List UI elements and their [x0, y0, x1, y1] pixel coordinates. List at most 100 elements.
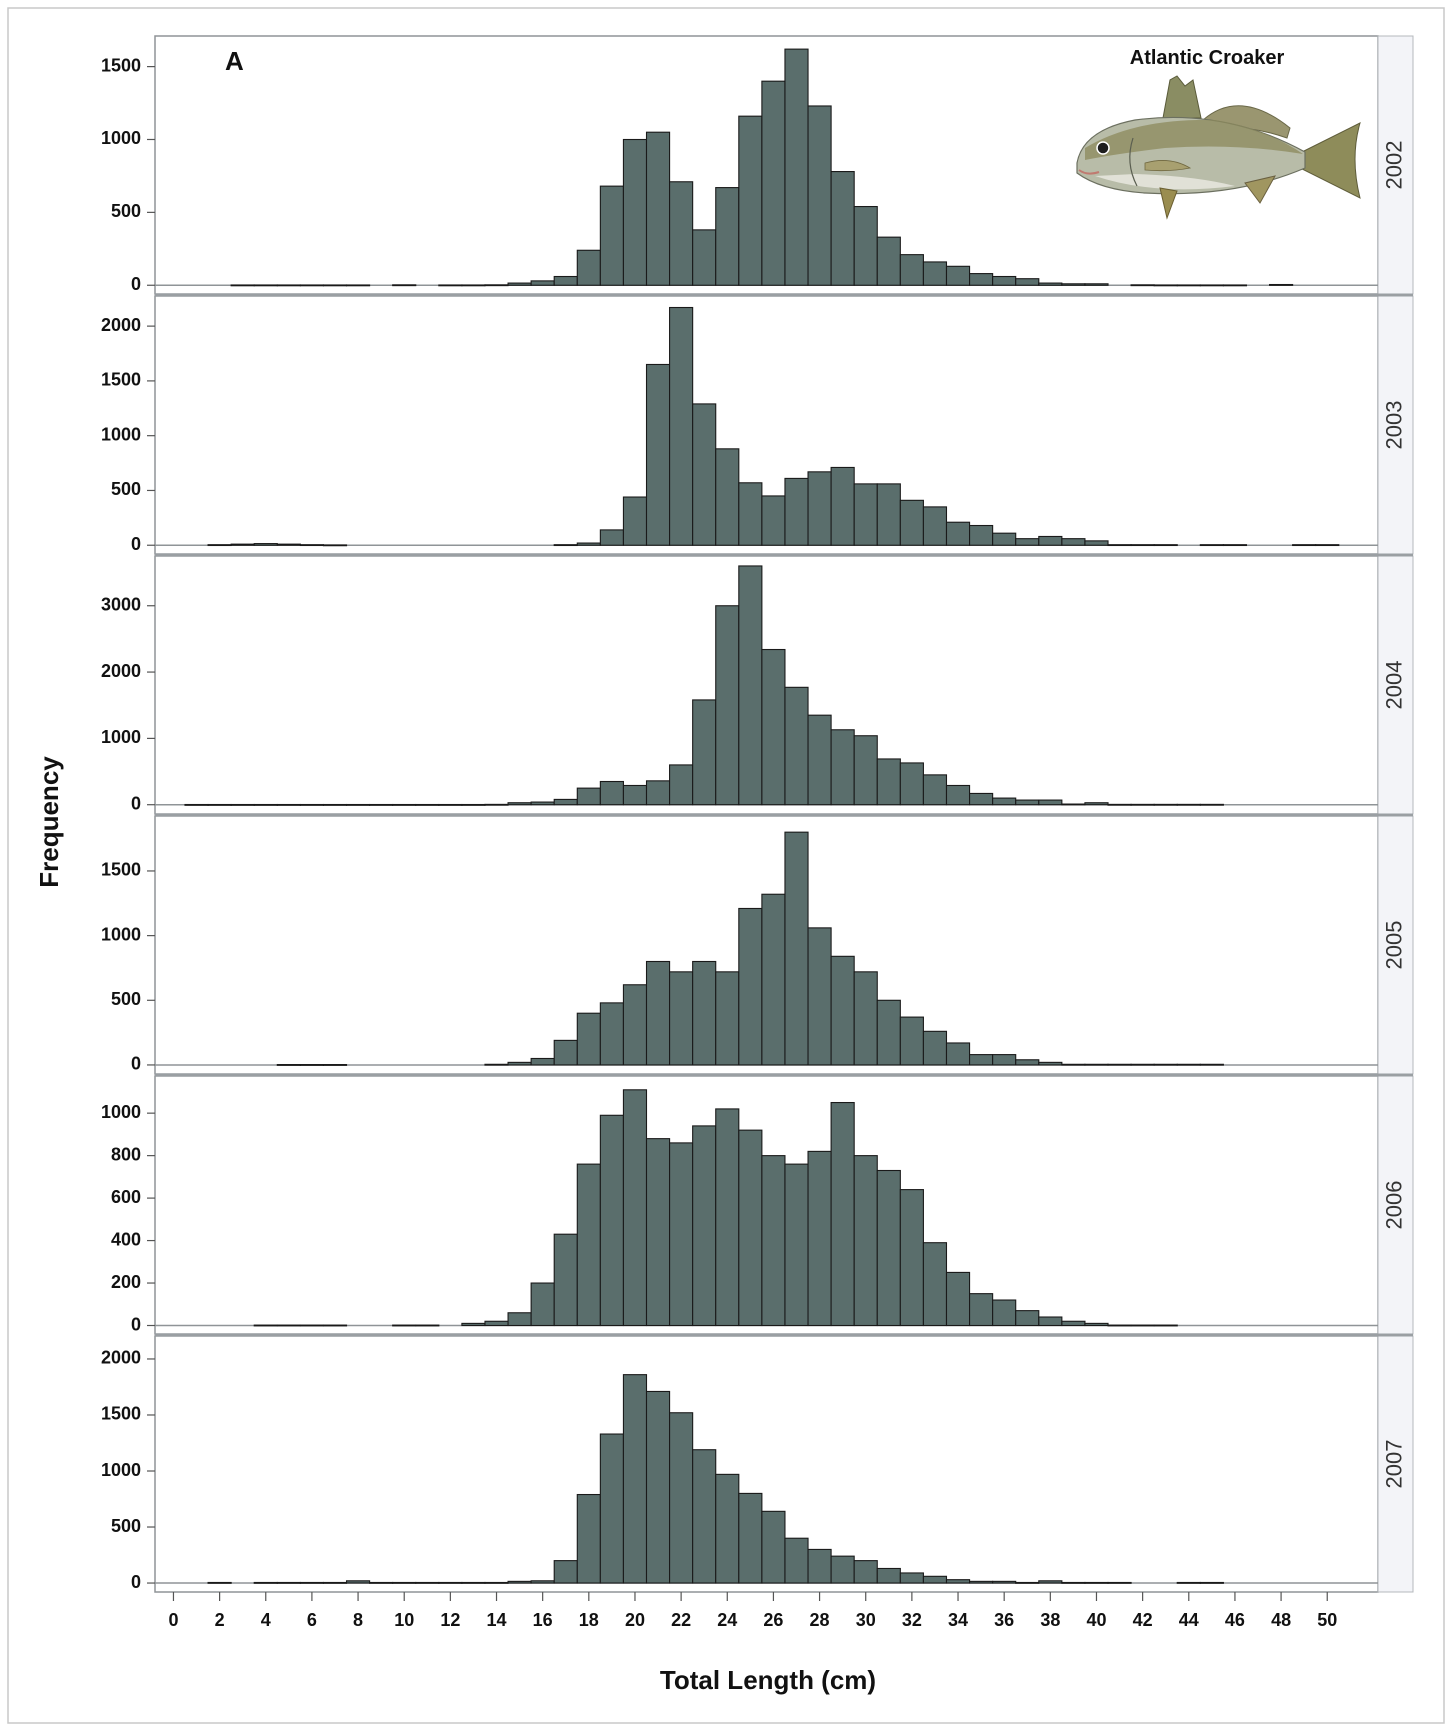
croaker-pectoral-fin: [1144, 160, 1192, 172]
x-tick-label: 34: [948, 1610, 968, 1630]
bar: [992, 1054, 1017, 1066]
bar: [922, 1575, 948, 1584]
bar: [461, 803, 486, 806]
bar: [899, 762, 924, 806]
bar: [945, 1042, 971, 1066]
bar: [899, 499, 924, 546]
croaker-anal-fin: [1244, 175, 1276, 204]
bar: [369, 803, 394, 806]
bar: [899, 254, 924, 286]
bar: [415, 1581, 440, 1584]
bar: [299, 1064, 325, 1066]
bar: [253, 803, 278, 806]
bar: [807, 105, 832, 286]
bar: [1268, 283, 1294, 286]
bar: [1107, 1063, 1132, 1066]
bar: [230, 803, 255, 806]
bar: [622, 1374, 648, 1584]
bar: [622, 1089, 648, 1327]
bar: [738, 907, 763, 1066]
bar: [1061, 1320, 1086, 1327]
bar: [1061, 1581, 1086, 1584]
y-tick-label: 800: [111, 1144, 141, 1164]
bar: [784, 477, 809, 546]
bar: [738, 1492, 763, 1584]
bar: [322, 1324, 348, 1327]
x-tick-label: 10: [394, 1610, 414, 1630]
bar: [830, 1101, 855, 1327]
bar: [622, 784, 648, 806]
bar: [207, 544, 232, 547]
panel-2006: 2006 0 200 400 600 800 1000: [101, 1073, 1414, 1335]
bar: [1130, 1324, 1155, 1327]
bar: [322, 1064, 348, 1066]
bar: [876, 758, 901, 806]
bar: [1084, 1322, 1109, 1327]
bar: [1153, 1324, 1178, 1327]
bar: [899, 1572, 924, 1584]
bar: [322, 803, 348, 806]
bar: [530, 1282, 555, 1327]
bar: [599, 1433, 624, 1584]
bar: [622, 984, 648, 1066]
bar: [807, 927, 832, 1066]
bar: [322, 284, 348, 287]
croaker-eye: [1096, 141, 1110, 155]
bar: [853, 1560, 878, 1584]
bar: [692, 1449, 717, 1584]
year-label: 2003: [1381, 401, 1406, 450]
bar: [715, 1473, 740, 1584]
bar: [322, 1581, 348, 1584]
y-tick-label: 1000: [101, 424, 141, 444]
bar: [645, 960, 671, 1066]
y-tick-label: 500: [111, 479, 141, 499]
bar: [1176, 284, 1201, 287]
bar: [1315, 544, 1340, 547]
bar: [738, 482, 763, 546]
bar: [599, 185, 624, 286]
bar: [392, 1581, 417, 1584]
bar: [784, 1537, 809, 1584]
y-tick-label: 400: [111, 1229, 141, 1249]
y-tick-label: 500: [111, 989, 141, 1009]
bar: [1038, 1316, 1063, 1327]
y-tick-label: 1000: [101, 1460, 141, 1480]
bar: [576, 542, 601, 546]
bar: [530, 1580, 555, 1584]
bar: [438, 1581, 463, 1584]
bar: [922, 1030, 948, 1066]
bar: [345, 803, 371, 806]
bar: [507, 1061, 532, 1066]
bar: [576, 1493, 601, 1584]
bar: [969, 1293, 994, 1327]
bar: [945, 1579, 971, 1584]
bar: [1084, 1063, 1109, 1066]
bar: [553, 1039, 578, 1066]
bar: [784, 831, 809, 1066]
bar: [507, 1580, 532, 1584]
bar: [969, 1054, 994, 1066]
bar: [1176, 1581, 1201, 1584]
bar: [1153, 803, 1178, 806]
x-tick-label: 50: [1317, 1610, 1337, 1630]
bar: [530, 1057, 555, 1066]
bar: [945, 1271, 971, 1327]
bar: [1199, 284, 1224, 287]
croaker-mouth: [1078, 169, 1100, 175]
bar: [184, 803, 209, 806]
panel-2005: 2005 0 500 1000 1500: [101, 813, 1414, 1075]
bar: [761, 893, 786, 1066]
bar: [392, 803, 417, 806]
bar: [1130, 803, 1155, 806]
bar: [276, 1064, 301, 1066]
bar: [599, 529, 624, 546]
bar: [645, 1390, 671, 1584]
croaker-tail-fin: [1299, 122, 1361, 199]
bar: [922, 774, 948, 806]
y-tick-label: 0: [131, 1572, 141, 1592]
bar: [553, 798, 578, 806]
bar: [992, 797, 1017, 806]
bar: [299, 1324, 325, 1327]
bar: [669, 764, 694, 806]
